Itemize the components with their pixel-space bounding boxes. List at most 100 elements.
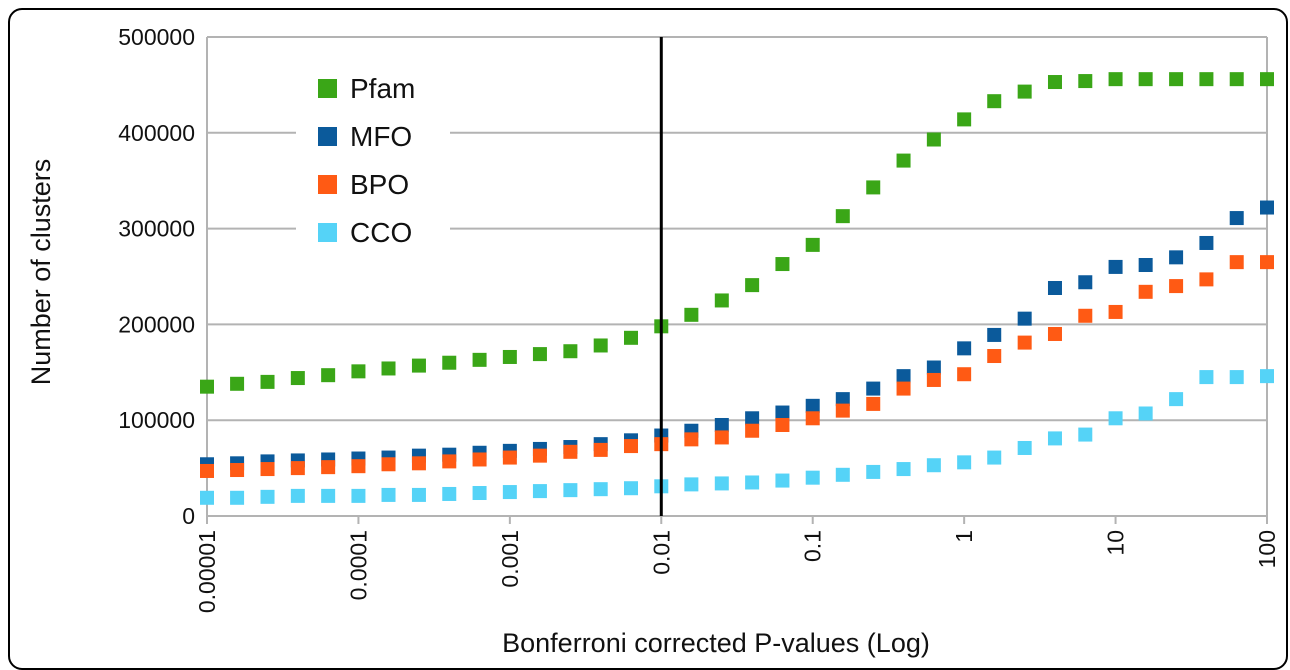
data-point [1199, 72, 1214, 87]
data-point [957, 455, 972, 470]
data-point [624, 439, 639, 454]
data-point [1078, 275, 1093, 290]
data-point [1108, 411, 1123, 426]
data-point [1169, 279, 1184, 294]
data-point [1047, 326, 1062, 341]
data-point [1229, 211, 1244, 226]
data-point [957, 367, 972, 382]
data-point [290, 488, 305, 503]
data-point [260, 489, 275, 504]
data-point [684, 477, 699, 492]
x-tick-label: 0.00001 [194, 530, 220, 613]
data-point [987, 349, 1002, 364]
legend-swatch [318, 127, 337, 146]
data-point [563, 444, 578, 459]
data-point [1229, 72, 1244, 87]
data-point [593, 442, 608, 457]
data-point [866, 464, 881, 479]
data-point [1169, 72, 1184, 87]
x-tick-label: 0.001 [497, 530, 523, 588]
data-point [532, 347, 547, 362]
data-point [290, 461, 305, 476]
data-point [1260, 72, 1274, 87]
data-point [745, 475, 760, 490]
data-point [805, 237, 820, 252]
data-point [745, 423, 760, 438]
data-point [866, 381, 881, 396]
y-tick-label: 0 [182, 503, 195, 529]
series-pfam [200, 72, 1274, 394]
data-point [1078, 74, 1093, 89]
data-point [1047, 280, 1062, 295]
data-point [472, 486, 487, 501]
data-point [381, 487, 396, 502]
series-cco [200, 369, 1274, 505]
data-point [866, 180, 881, 195]
data-point [230, 490, 245, 505]
data-point [714, 476, 729, 491]
data-point [502, 349, 517, 364]
y-tick-label: 300000 [118, 216, 195, 242]
data-point [957, 341, 972, 356]
data-point [775, 417, 790, 432]
data-point [1169, 392, 1184, 407]
legend-label: MFO [350, 121, 412, 152]
data-point [1078, 427, 1093, 442]
x-tick-label: 0.0001 [345, 530, 371, 600]
x-tick-label: 0.01 [648, 530, 674, 575]
data-point [926, 458, 941, 473]
legend-label: BPO [350, 169, 409, 200]
data-point [714, 430, 729, 445]
data-point [1260, 255, 1274, 270]
data-point [290, 371, 305, 386]
data-point [1108, 259, 1123, 274]
data-point [563, 483, 578, 498]
data-point [1047, 75, 1062, 90]
data-point [805, 398, 820, 413]
data-point [957, 112, 972, 127]
data-point [200, 463, 214, 478]
data-point [593, 338, 608, 353]
data-point [260, 374, 275, 389]
data-point [1169, 250, 1184, 265]
data-point [1078, 308, 1093, 323]
data-point [1229, 370, 1244, 385]
data-point [775, 405, 790, 420]
data-point [835, 392, 850, 407]
data-point [1017, 440, 1032, 455]
data-point [563, 344, 578, 359]
data-point [351, 459, 366, 474]
data-point [321, 460, 336, 475]
series-bpo [200, 255, 1274, 478]
data-point [926, 132, 941, 147]
data-point [411, 487, 426, 502]
data-point [593, 482, 608, 497]
data-point [1199, 370, 1214, 385]
data-point [866, 396, 881, 411]
data-point [926, 360, 941, 375]
data-point [200, 379, 214, 394]
data-point [714, 417, 729, 432]
data-point [926, 372, 941, 387]
y-tick-labels: 0 100000 200000 300000 400000 500000 [118, 24, 195, 529]
data-point [1260, 200, 1274, 215]
y-tick-label: 100000 [118, 407, 195, 433]
y-axis-title: Number of clusters [26, 159, 56, 386]
data-point [532, 484, 547, 499]
data-point [472, 452, 487, 467]
data-point [896, 462, 911, 477]
data-point [532, 448, 547, 463]
data-point [775, 257, 790, 272]
data-point [411, 456, 426, 471]
data-point [714, 293, 729, 308]
data-point [381, 361, 396, 376]
data-point [472, 352, 487, 367]
data-point [745, 278, 760, 293]
data-point [1138, 258, 1153, 273]
data-point [805, 470, 820, 485]
x-tick-labels: 0.00001 0.0001 0.001 0.01 0.1 1 10 100 [194, 530, 1280, 613]
legend-swatch [318, 175, 337, 194]
data-point [1229, 255, 1244, 270]
data-point [200, 490, 214, 505]
